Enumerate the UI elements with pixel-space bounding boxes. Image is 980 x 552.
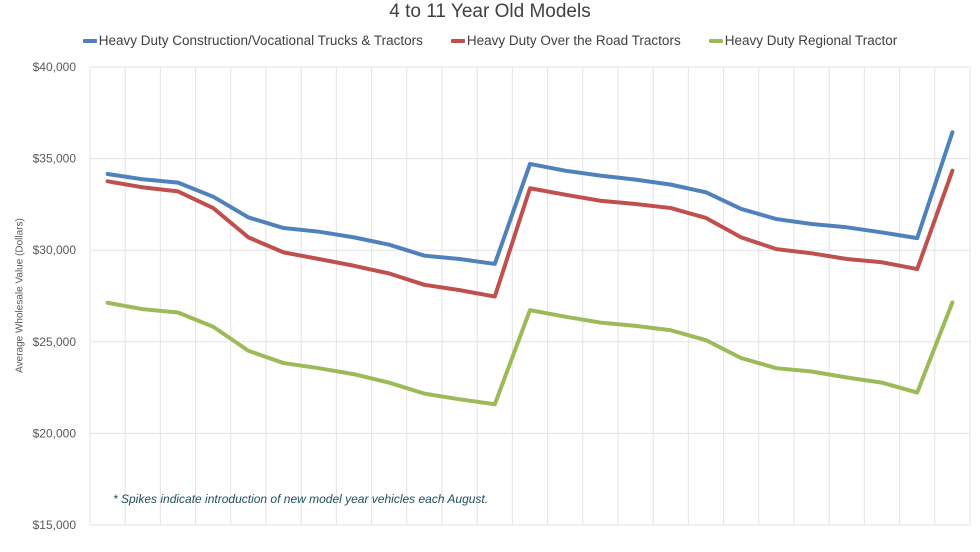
y-tick-label: $25,000 xyxy=(33,335,77,349)
series-line-1 xyxy=(105,168,955,299)
legend-item-construction: Heavy Duty Construction/Vocational Truck… xyxy=(82,33,423,48)
legend: Heavy Duty Construction/Vocational Truck… xyxy=(0,33,980,48)
legend-item-regional: Heavy Duty Regional Tractor xyxy=(708,33,898,48)
y-tick-label: $40,000 xyxy=(33,60,77,74)
legend-label: Heavy Duty Over the Road Tractors xyxy=(466,33,681,48)
legend-label: Heavy Duty Regional Tractor xyxy=(724,33,898,48)
y-tick-label: $30,000 xyxy=(33,243,77,257)
legend-label: Heavy Duty Construction/Vocational Truck… xyxy=(98,33,423,48)
chart-title: 4 to 11 Year Old Models xyxy=(389,1,591,22)
series-line-0 xyxy=(105,130,955,266)
series-line-2 xyxy=(105,300,955,407)
legend-item-over-the-road: Heavy Duty Over the Road Tractors xyxy=(450,33,681,48)
y-tick-label: $20,000 xyxy=(33,426,77,440)
y-tick-label: $35,000 xyxy=(33,152,77,166)
legend-swatch xyxy=(82,38,97,43)
y-tick-label: $15,000 xyxy=(33,518,77,532)
annotation: * Spikes indicate introduction of new mo… xyxy=(113,492,489,506)
legend-swatch xyxy=(708,38,723,43)
legend-swatch xyxy=(450,38,465,43)
